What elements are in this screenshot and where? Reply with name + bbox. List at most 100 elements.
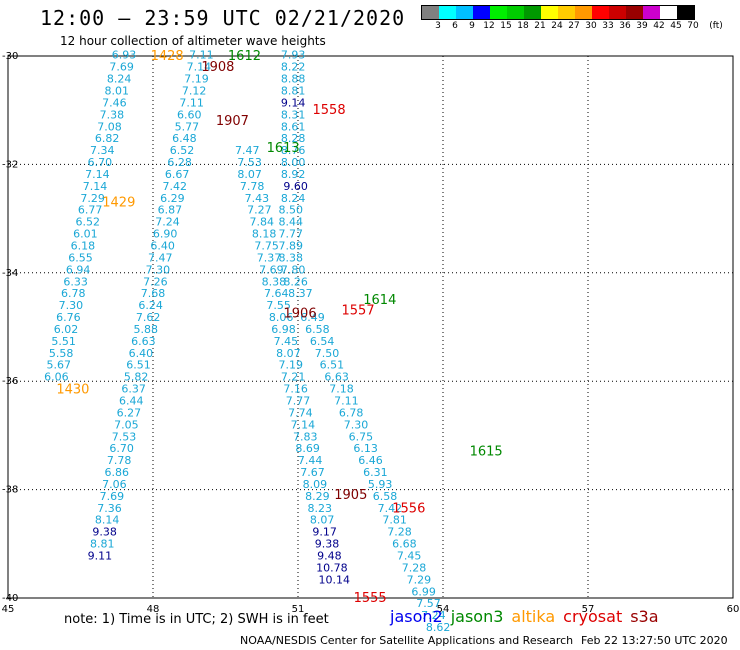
swh-value: 6.18 (71, 239, 96, 252)
pass-time-label: 1905 (334, 488, 367, 503)
swh-value: 6.37 (121, 383, 146, 396)
lat-tick-label: -34 (2, 268, 18, 279)
lat-tick-label: -30 (2, 51, 18, 62)
swh-value: 7.11 (189, 49, 214, 62)
swh-value: 5.82 (124, 371, 149, 384)
swh-value: 6.54 (310, 335, 335, 348)
swh-value: 6.76 (56, 311, 81, 324)
swh-value: 6.70 (88, 156, 113, 169)
colorbar-labels: 3 6 9 12 15 18 21 24 27 30 33 36 39 42 45 70 (ft) (421, 21, 731, 33)
lat-tick-label: -32 (2, 159, 18, 170)
swh-value: 6.52 (76, 216, 101, 229)
colorbar-label: 45 (670, 21, 682, 31)
swh-value: 7.29 (80, 192, 105, 205)
pass-time-label: 1615 (470, 445, 503, 460)
legend-item-altika: altika (511, 607, 556, 626)
lon-tick-label: 45 (2, 604, 15, 615)
pass-time-label: 1429 (102, 195, 135, 210)
swh-value: 7.69 (100, 490, 125, 503)
swh-value: 7.36 (97, 502, 122, 515)
swh-value: 6.48 (172, 132, 197, 145)
swh-value: 6.52 (170, 144, 195, 157)
swh-value: 7.43 (245, 192, 270, 205)
lon-tick-label: 48 (147, 604, 160, 615)
pass-time-label: 1558 (313, 103, 346, 118)
swh-value: 7.42 (163, 180, 188, 193)
swh-value: 8.88 (281, 73, 306, 86)
swh-value: 6.40 (150, 239, 175, 252)
colorbar-label: 36 (619, 21, 631, 31)
colorbar-label: 39 (636, 21, 648, 31)
colorbar-label: (ft) (709, 21, 723, 31)
swh-value: 8.24 (107, 73, 132, 86)
swh-value: 6.77 (78, 204, 103, 217)
swh-value: 7.34 (90, 144, 115, 157)
swh-value: 5.58 (49, 347, 74, 360)
footer-date: Feb 22 13:27:50 UTC 2020 (581, 634, 728, 647)
swh-value: 7.53 (112, 430, 137, 443)
swh-value: 8.31 (281, 108, 306, 121)
swh-value: 8.50 (279, 204, 304, 217)
pass-time-label: 1556 (392, 502, 425, 517)
swh-value: 8.06 (269, 311, 294, 324)
colorbar-swatch (473, 6, 490, 19)
note-text: note: 1) Time is in UTC; 2) SWH is in fe… (64, 612, 329, 627)
swh-value: 7.29 (407, 573, 432, 586)
swh-value: 8.01 (105, 84, 130, 97)
lat-tick-label: -38 (2, 485, 18, 496)
legend-item-jason2: jason2 (390, 607, 443, 626)
swh-value: 7.28 (387, 526, 412, 539)
swh-value: 6.90 (153, 228, 178, 241)
swh-value: 7.77 (286, 395, 311, 408)
swh-value: 5.51 (51, 335, 76, 348)
swh-value: 6.60 (177, 108, 202, 121)
colorbar-swatch (575, 6, 592, 19)
swh-value: 10.78 (316, 561, 348, 574)
swh-value: 8.61 (281, 120, 306, 133)
swh-value: 8.07 (276, 347, 301, 360)
swh-value: 7.30 (344, 418, 369, 431)
swh-value: 7.42 (378, 502, 403, 515)
swh-value: 6.75 (349, 430, 374, 443)
swh-value: 6.94 (66, 263, 91, 276)
swh-value: 7.11 (334, 395, 359, 408)
lon-tick-label: 60 (727, 604, 740, 615)
swh-value: 7.57 (416, 597, 441, 610)
swh-value: 8.38 (262, 275, 287, 288)
map-title: 12:00 – 23:59 UTC 02/21/2020 (40, 6, 406, 30)
swh-value: 7.11 (179, 96, 204, 109)
swh-value: 7.24 (155, 216, 180, 229)
legend-item-cryosat: cryosat (563, 607, 623, 626)
swh-value: 7.21 (281, 371, 306, 384)
lat-tick-label: -40 (2, 593, 18, 604)
swh-value: 7.84 (250, 216, 275, 229)
swh-value: 7.14 (85, 168, 110, 181)
swh-value: 7.78 (240, 180, 265, 193)
colorbar-swatch (507, 6, 524, 19)
swh-value: 6.33 (63, 275, 88, 288)
swh-value: 7.30 (59, 299, 84, 312)
swh-value: 8.24 (281, 192, 306, 205)
swh-value: 8.44 (279, 216, 304, 229)
lon-tick-label: 54 (437, 604, 450, 615)
swh-value: 7.08 (97, 120, 122, 133)
swh-value: 6.46 (358, 454, 383, 467)
swh-value: 7.18 (329, 383, 354, 396)
swh-value: 7.28 (402, 561, 427, 574)
swh-value: 7.06 (102, 478, 127, 491)
swh-value: 8.07 (237, 168, 262, 181)
swh-value: 8.18 (252, 228, 277, 241)
swh-value: 7.38 (100, 108, 125, 121)
colorbar-swatch (439, 6, 456, 19)
swh-value: 6.98 (271, 323, 296, 336)
colorbar-label: 9 (469, 21, 475, 31)
swh-value: 6.87 (158, 204, 183, 217)
pass-time-label: 1907 (216, 114, 249, 129)
colorbar-label: 70 (687, 21, 699, 31)
swh-value: 7.14 (187, 61, 212, 74)
lon-tick-label: 57 (582, 604, 595, 615)
swh-value: 7.05 (114, 418, 139, 431)
swh-value: 7.26 (143, 275, 168, 288)
swh-value: 7.45 (274, 335, 299, 348)
colorbar-swatch (643, 6, 660, 19)
